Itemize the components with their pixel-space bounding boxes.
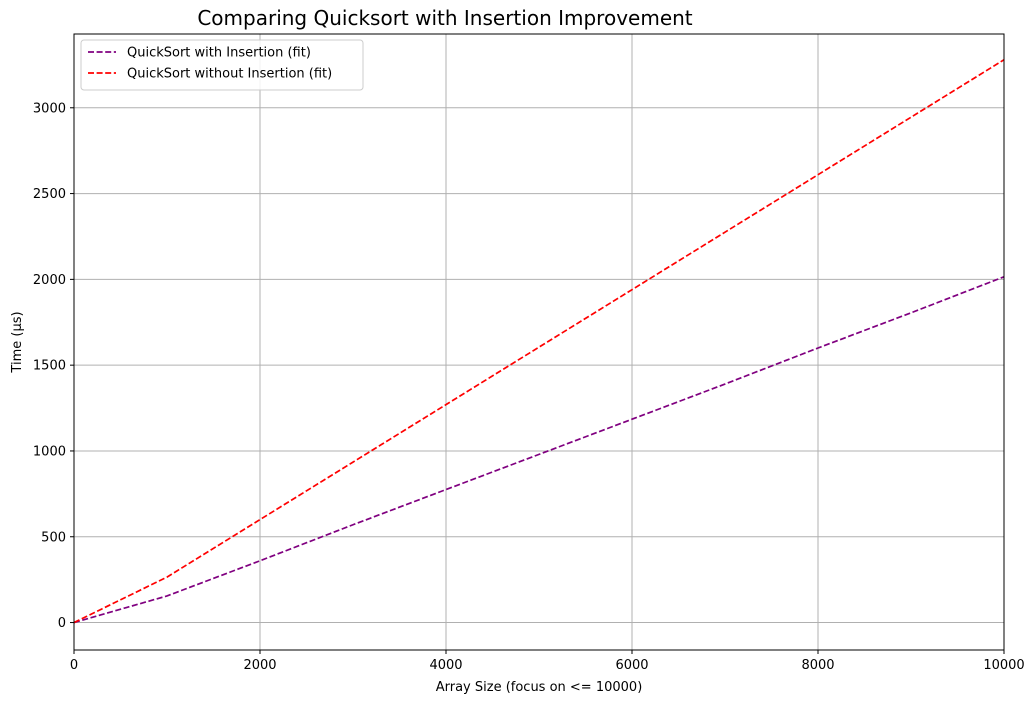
legend-entry-label: QuickSort with Insertion (fit) — [127, 46, 311, 61]
legend: QuickSort with Insertion (fit) QuickSort … — [80, 39, 364, 91]
legend-entry-label: QuickSort without Insertion (fit) — [127, 67, 332, 82]
y-tick-label: 0 — [58, 616, 66, 631]
y-axis-label: Time (µs) — [10, 311, 25, 373]
y-tick-label: 2000 — [33, 273, 66, 288]
x-tick-label: 4000 — [429, 658, 462, 673]
y-tick-label: 3000 — [33, 101, 66, 116]
chart-title: Comparing Quicksort with Insertion Impro… — [197, 6, 692, 30]
x-tick-label: 2000 — [243, 658, 276, 673]
x-tick-label: 10000 — [983, 658, 1024, 673]
y-tick-label: 1500 — [33, 359, 66, 374]
series-layer — [73, 59, 1005, 624]
x-tick-label: 8000 — [801, 658, 834, 673]
plot-frame — [73, 33, 1005, 651]
x-axis-label: Array Size (focus on <= 10000) — [436, 680, 643, 695]
x-tick-label: 0 — [70, 658, 78, 673]
ticks-layer: 0 2000 4000 6000 8000 10000 0 500 1000 1500 2000 25… — [33, 101, 1025, 673]
series-line-1 — [73, 276, 1005, 624]
y-tick-label: 2500 — [33, 187, 66, 202]
series-line-2 — [73, 59, 1005, 624]
y-tick-label: 500 — [41, 530, 66, 545]
y-tick-label: 1000 — [33, 444, 66, 459]
legend-box — [80, 39, 364, 91]
x-tick-label: 6000 — [615, 658, 648, 673]
